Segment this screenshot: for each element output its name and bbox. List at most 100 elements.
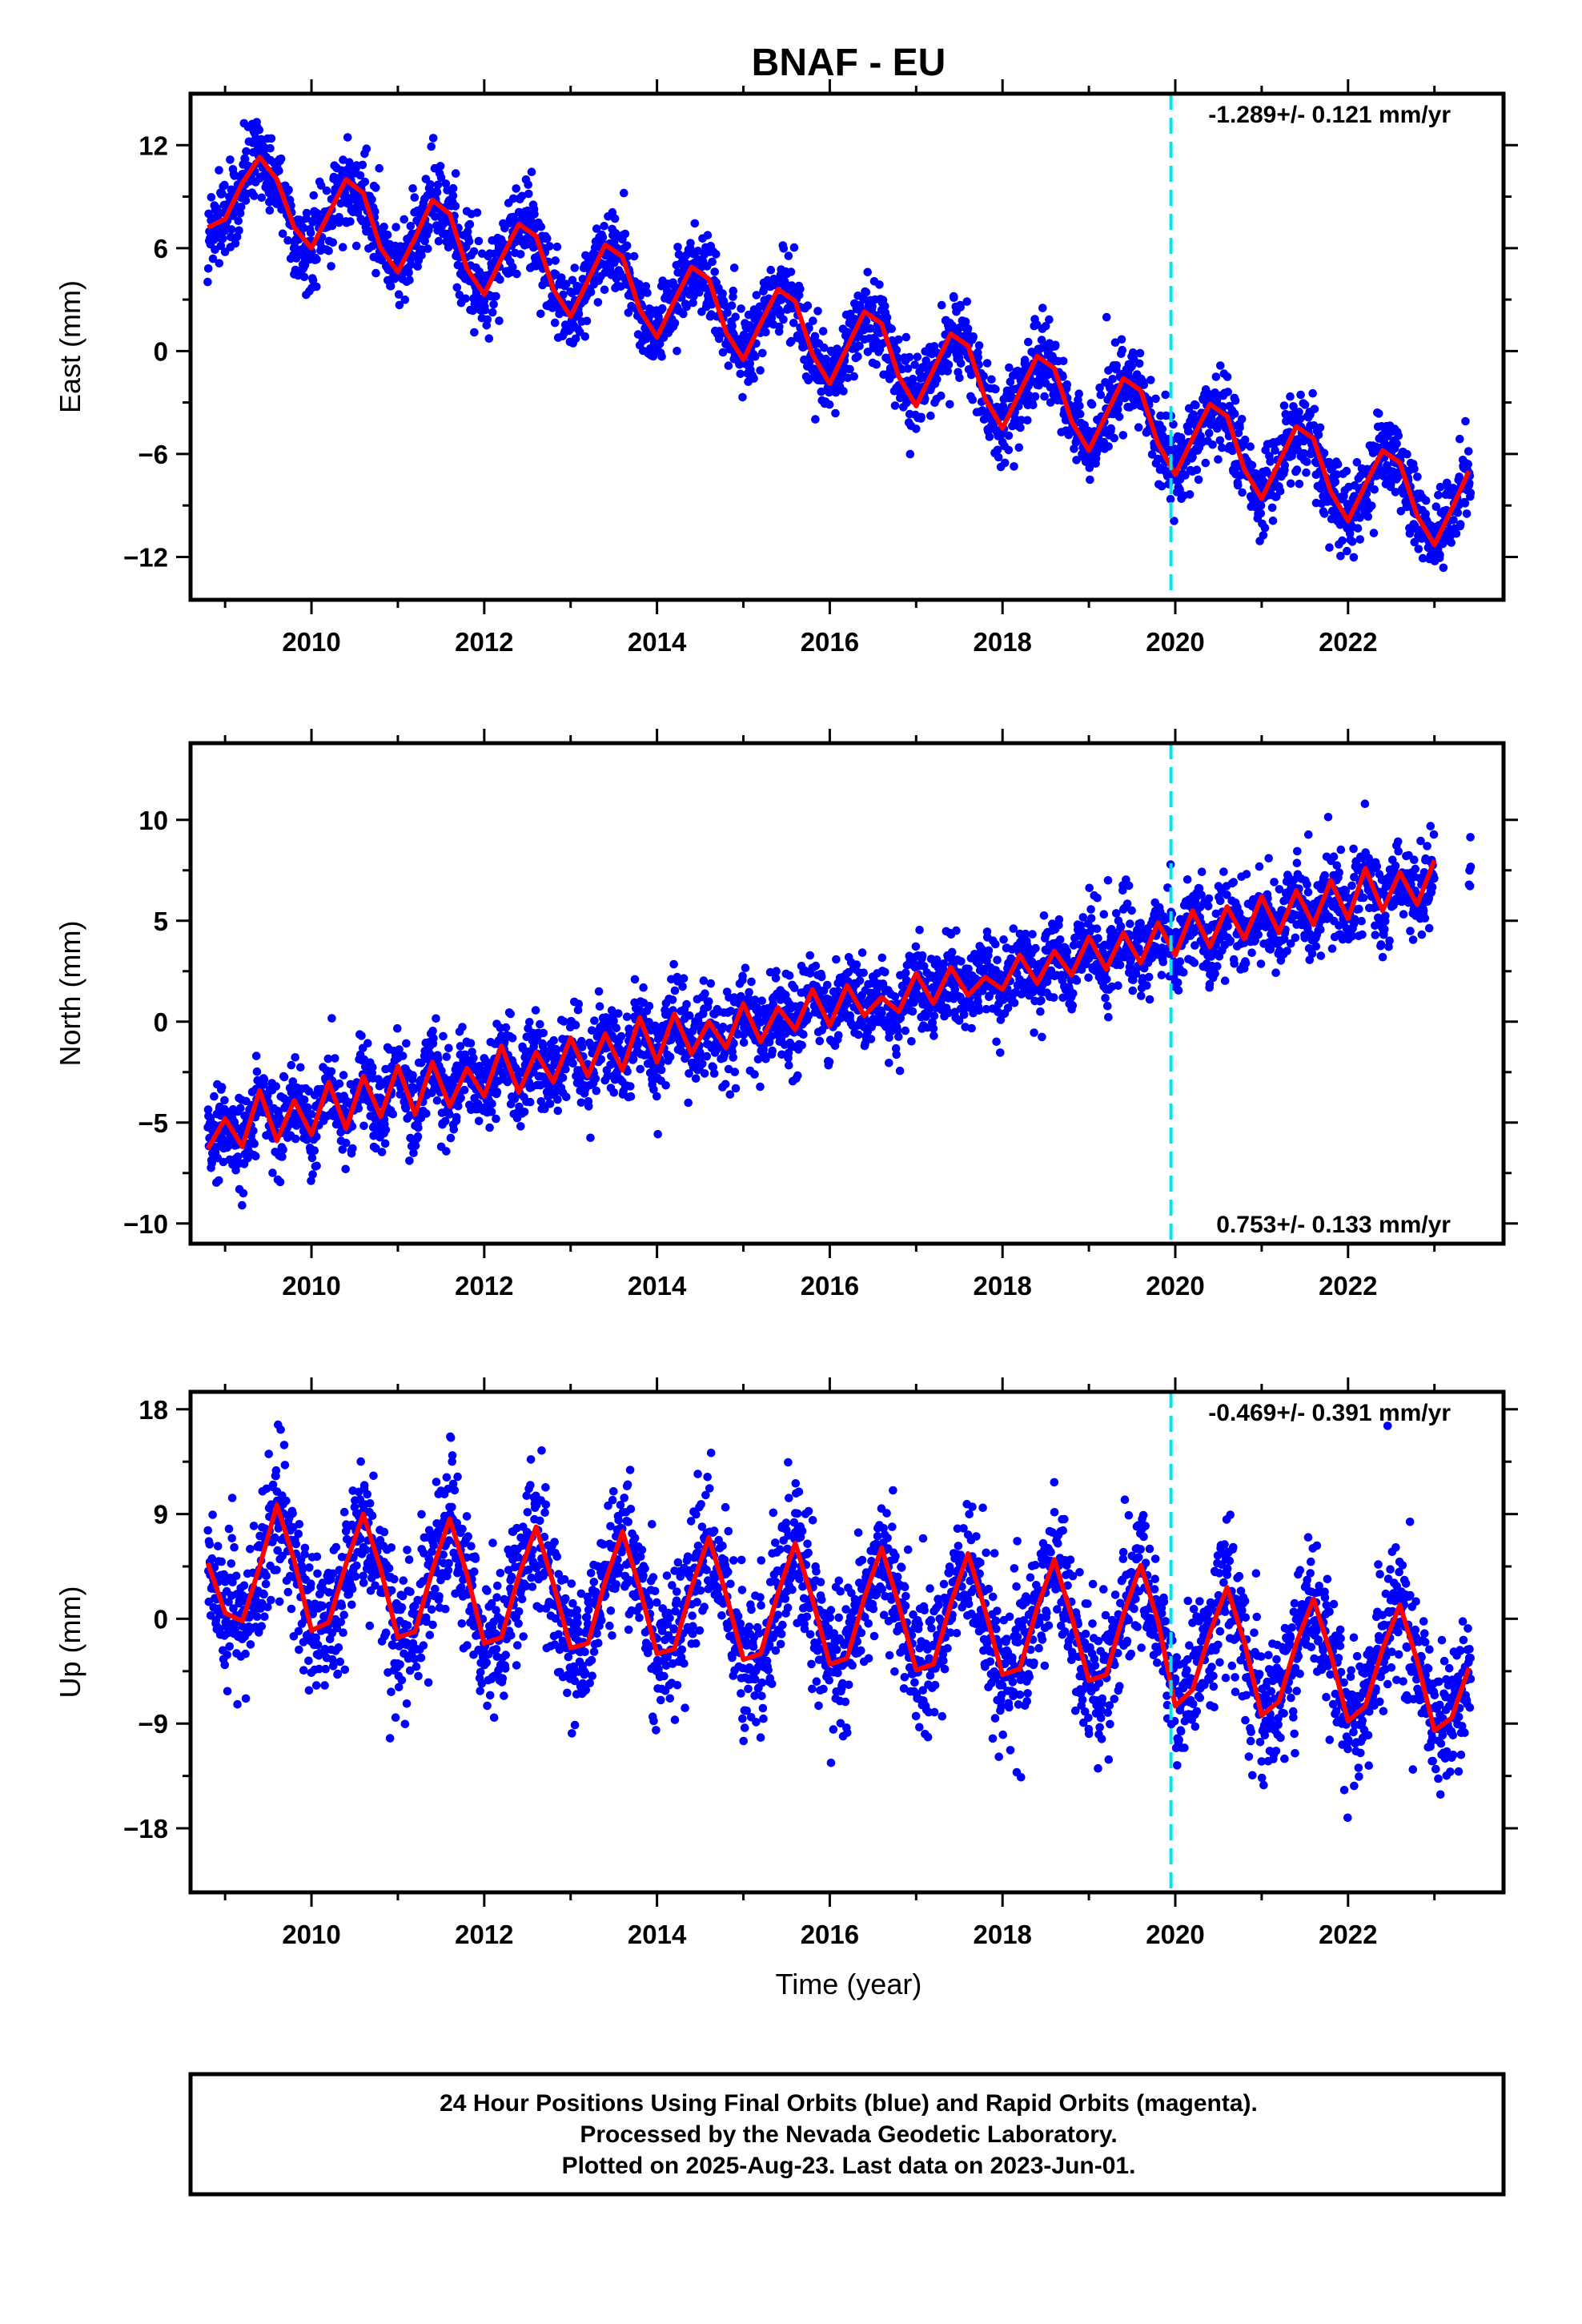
data-point [252,1067,262,1076]
data-point [207,193,216,202]
data-point [1230,409,1239,418]
data-point [620,188,628,198]
data-point [530,210,539,219]
data-point [890,401,900,410]
data-point [1070,444,1078,453]
data-point [768,1046,777,1055]
data-point [574,999,584,1008]
data-point [235,226,243,235]
data-point [525,1018,534,1027]
data-point [993,445,1002,455]
data-point [1295,408,1303,416]
data-point [616,1031,626,1041]
data-point [1286,392,1295,401]
data-point [712,250,721,259]
data-point [834,1031,843,1040]
data-point [1275,486,1285,496]
data-point [283,235,292,245]
data-point [1030,392,1040,401]
data-point [279,1072,289,1082]
data-point [394,290,404,300]
data-point [371,183,380,192]
data-point [338,243,347,252]
data-point [1271,446,1279,455]
data-point [512,269,521,279]
data-point [982,359,992,368]
data-point [855,976,865,985]
data-point [1216,361,1225,370]
data-point [460,1085,469,1095]
data-point [789,243,799,252]
data-point [750,995,760,1004]
x-tick-label: 2022 [1319,627,1377,657]
data-point [843,373,853,383]
data-point [595,1002,604,1011]
data-point [574,309,584,319]
data-point [1333,460,1343,468]
data-point [235,208,245,218]
data-point [1157,481,1166,491]
data-point [1204,428,1214,438]
data-point [1004,445,1014,455]
data-point [552,1046,561,1055]
data-point [562,1092,571,1102]
data-point [1455,472,1464,481]
data-point [1134,423,1143,432]
data-point [517,191,527,201]
data-point [1259,531,1268,540]
data-point [622,1012,632,1021]
data-point [745,321,754,330]
data-point [396,1090,405,1099]
data-point [388,1109,398,1119]
data-point [426,180,435,189]
data-point [1014,443,1024,452]
data-point [1279,401,1289,410]
data-point [239,1188,248,1198]
data-point [872,360,881,369]
data-point [400,296,410,304]
east-panel: 2010 2012 2014 2016 2018 2020 20221260−6−12Eas… [54,79,1518,657]
data-point [821,354,830,364]
data-point [358,160,367,170]
data-point [626,1092,636,1101]
data-point [241,196,251,205]
data-point [789,319,798,328]
data-point [1353,524,1363,533]
data-point [437,1066,446,1076]
data-point [761,328,770,337]
data-point [1246,442,1255,451]
data-point [242,147,251,156]
data-point [312,1161,321,1171]
data-point [251,1152,260,1161]
data-point [787,336,796,346]
data-point [1096,390,1106,400]
data-point [395,1045,404,1054]
data-point [745,987,753,997]
data-point [737,304,745,313]
data-point [215,259,224,268]
data-point [630,975,640,984]
data-point [590,1016,599,1025]
data-point [1292,465,1302,474]
data-point [1462,509,1472,518]
data-point [327,1014,336,1023]
data-point [894,335,903,344]
data-point [404,268,413,277]
data-point [341,1164,351,1174]
data-point [413,1132,423,1141]
data-point [718,289,727,298]
data-point [749,374,758,383]
data-point [1431,502,1441,511]
data-point [309,191,319,200]
data-point [811,961,821,971]
data-point [757,1018,765,1027]
data-point [861,316,871,326]
data-point [1331,477,1340,486]
data-point [442,1147,451,1156]
data-point [1110,338,1120,348]
data-point [482,1056,491,1066]
data-point [322,186,331,195]
data-point [1343,546,1351,556]
data-point [208,254,218,263]
data-point [831,408,840,418]
